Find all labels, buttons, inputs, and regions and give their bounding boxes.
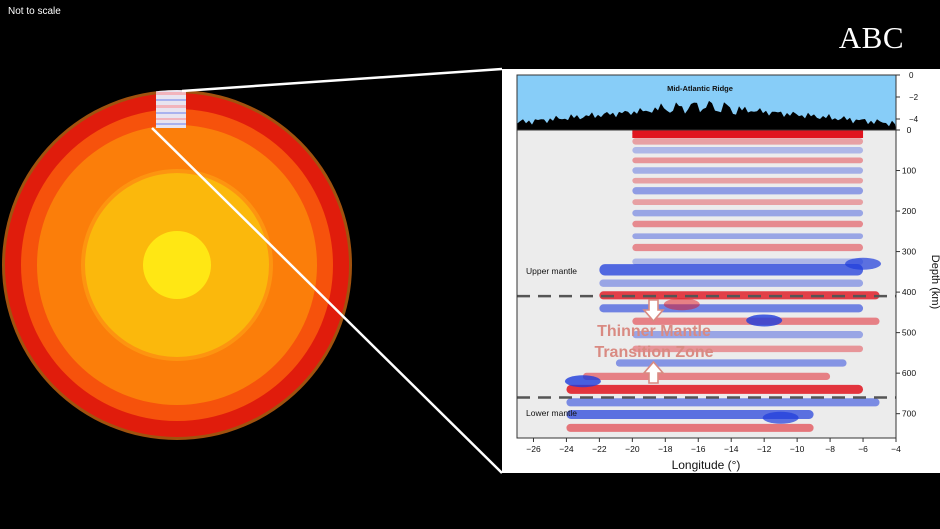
x-tick-label: −4 (891, 444, 901, 454)
annotation-line-1: Thinner Mantle (597, 323, 711, 340)
lower-mantle-label: Lower mantle (526, 408, 577, 418)
depth-tick-label: 0 (907, 125, 912, 135)
x-axis: −26 −24 −22 −20 −18 −16 −14 −12 −10 −8 −6 −4 (526, 438, 901, 454)
elevation-tick-label: −2 (909, 93, 919, 102)
anomaly-band (599, 279, 864, 287)
x-tick-label: −18 (658, 444, 673, 454)
anomaly-band (599, 304, 864, 313)
depth-tick-label: 100 (902, 166, 916, 176)
x-tick-label: −22 (592, 444, 607, 454)
anomaly-blob (845, 257, 882, 270)
depth-tick-label: 500 (902, 328, 916, 338)
depth-tick-label: 400 (902, 287, 916, 297)
depth-tick-label: 300 (902, 247, 916, 257)
anomaly-band (632, 331, 864, 339)
x-tick-label: −16 (691, 444, 706, 454)
x-tick-label: −8 (825, 444, 835, 454)
earth-cross-section (2, 90, 352, 440)
anomaly-blob (762, 411, 799, 424)
bathymetry-panel: Mid-Atlantic Ridge 0 −2 −4 (516, 71, 919, 131)
elevation-axis: 0 −2 −4 (896, 71, 919, 124)
x-tick-label: −20 (625, 444, 640, 454)
y-axis-label: Depth (km) (929, 255, 940, 309)
upper-mantle-label: Upper mantle (526, 266, 577, 276)
elevation-tick-label: −4 (909, 115, 919, 124)
abc-logo: ABC (838, 20, 904, 55)
scale-note: Not to scale (8, 6, 61, 17)
depth-tick-label: 700 (902, 409, 916, 419)
anomaly-band (582, 372, 831, 381)
anomaly-band (632, 167, 864, 174)
earth-core-center (143, 231, 211, 299)
x-tick-label: −12 (757, 444, 772, 454)
arrow-up-icon (642, 360, 665, 384)
anomaly-blob (564, 375, 601, 388)
elevation-tick-label: 0 (909, 71, 914, 80)
annotation-line-2: Transition Zone (594, 344, 713, 361)
arrow-down-icon (642, 299, 665, 323)
anomaly-band (632, 147, 864, 154)
anomaly-band (566, 384, 864, 394)
x-tick-label: −6 (858, 444, 868, 454)
anomaly-band (632, 177, 864, 184)
study-area-marker (156, 90, 186, 128)
velocity-anomaly-bands (564, 130, 882, 432)
anomaly-band (632, 209, 864, 217)
anomaly-band (632, 233, 864, 240)
anomaly-blob (746, 314, 783, 327)
x-tick-label: −10 (790, 444, 805, 454)
anomaly-band (632, 243, 864, 252)
plot-frame (516, 129, 897, 439)
ridge-axis-bar (632, 130, 864, 138)
anomaly-band (632, 138, 864, 145)
depth-tick-label: 200 (902, 206, 916, 216)
anomaly-band (599, 264, 864, 276)
anomaly-blob (663, 298, 700, 311)
depth-axis: 0 100 200 300 400 500 600 700 (896, 125, 916, 419)
x-tick-label: −14 (724, 444, 739, 454)
tomography-panel: Upper mantle Lower mantle Thinner Mantle… (516, 125, 940, 472)
anomaly-band (566, 398, 880, 407)
anomaly-band (632, 187, 864, 195)
anomaly-band (632, 157, 864, 164)
x-tick-label: −24 (559, 444, 574, 454)
zoom-connector-bottom (151, 127, 503, 474)
anomaly-band (566, 410, 814, 419)
anomaly-band (632, 258, 864, 265)
x-axis-label: Longitude (°) (672, 458, 741, 472)
anomaly-band (632, 199, 864, 205)
anomaly-band (632, 220, 864, 228)
anomaly-band (615, 359, 847, 367)
seafloor-profile (517, 100, 896, 130)
ridge-label: Mid-Atlantic Ridge (667, 84, 733, 93)
depth-tick-label: 600 (902, 368, 916, 378)
anomaly-band (566, 423, 814, 432)
x-tick-label: −26 (526, 444, 541, 454)
anomaly-band (632, 345, 864, 353)
zoom-connector-top (181, 67, 503, 93)
